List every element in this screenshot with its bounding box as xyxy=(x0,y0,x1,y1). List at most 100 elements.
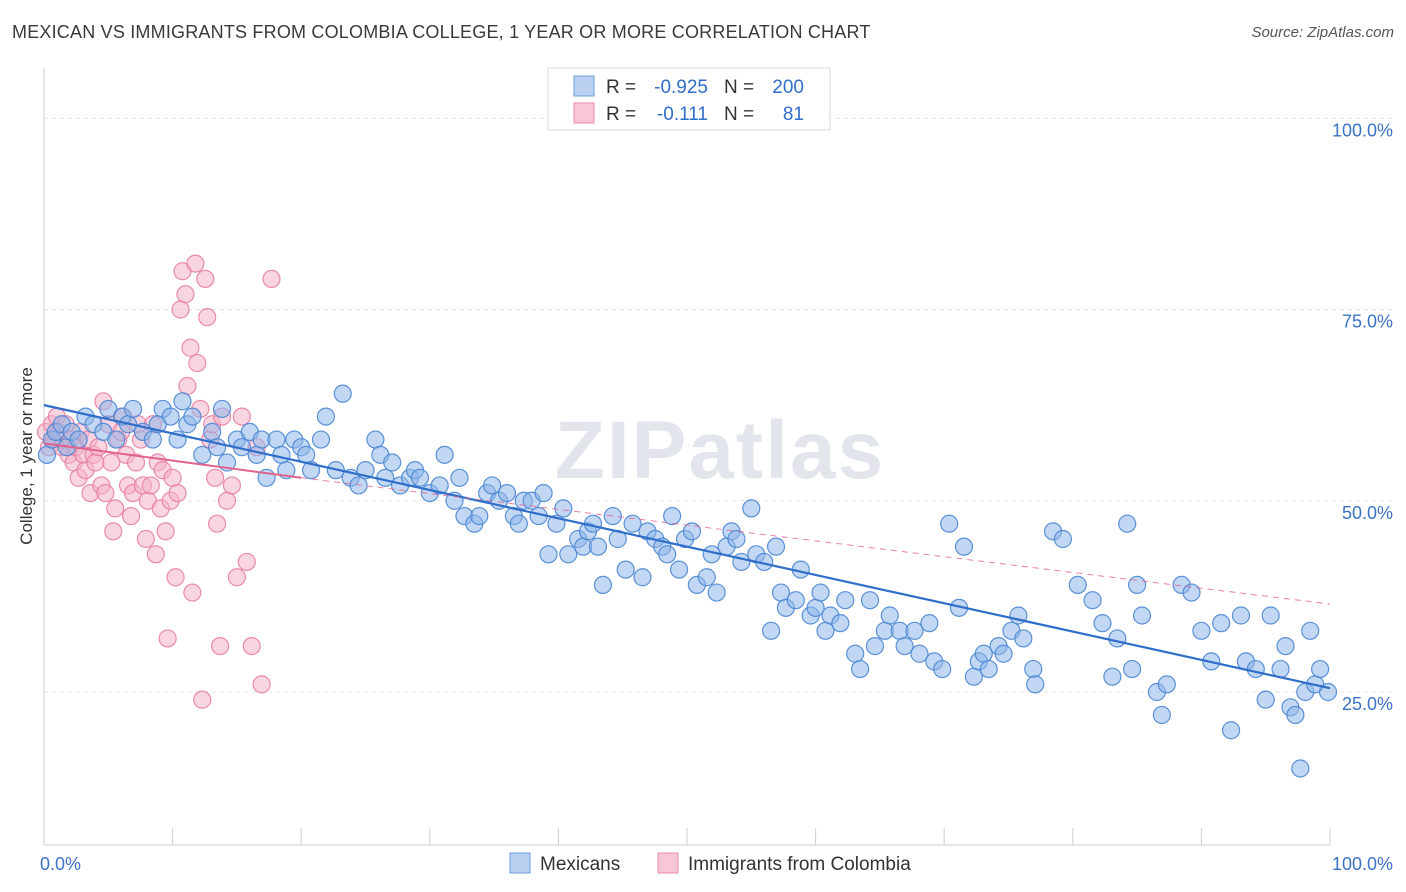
mexicans-point-52 xyxy=(383,453,402,472)
mexicans-point-147 xyxy=(1024,659,1043,679)
mexicans-point-19 xyxy=(161,407,180,426)
mexicans-point-24 xyxy=(193,445,212,464)
mexicans-point-94 xyxy=(663,506,682,526)
colombia-point-56 xyxy=(176,285,195,304)
colombia-point-44 xyxy=(146,545,165,564)
mexicans-point-172 xyxy=(1256,690,1275,709)
mexicans-point-180 xyxy=(1301,621,1320,640)
mexicans-point-110 xyxy=(766,537,786,556)
colombia-point-36 xyxy=(126,453,146,472)
mexicans-point-47 xyxy=(349,476,368,495)
mexicans-point-134 xyxy=(933,659,952,679)
colombia-point-74 xyxy=(227,568,246,587)
colombia-point-20 xyxy=(86,453,105,472)
mexicans-point-49 xyxy=(366,430,385,449)
colombia-point-48 xyxy=(156,522,175,541)
colombia-point-26 xyxy=(102,453,121,472)
colombia-point-49 xyxy=(158,629,177,648)
colombia-point-65 xyxy=(198,308,217,327)
chart-title: MEXICAN VS IMMIGRANTS FROM COLOMBIA COLL… xyxy=(12,22,871,42)
colombia-point-76 xyxy=(237,552,256,572)
y-tick-label-0: 25.0% xyxy=(1342,694,1393,714)
mexicans-point-121 xyxy=(836,591,855,610)
legend-n-value-1: 200 xyxy=(772,77,804,98)
mexicans-point-117 xyxy=(811,583,830,602)
mexicans-point-154 xyxy=(1103,667,1122,686)
colombia-point-77 xyxy=(242,636,261,656)
colombia-point-64 xyxy=(196,269,215,288)
mexicans-point-178 xyxy=(1291,759,1310,778)
mexicans-point-61 xyxy=(450,468,469,487)
mexicans-point-42 xyxy=(311,430,331,449)
mexicans-point-0 xyxy=(37,445,57,464)
x-tick-label-max: 100.0% xyxy=(1332,854,1393,874)
colombia-point-57 xyxy=(178,376,197,396)
mexicans-point-148 xyxy=(1026,675,1045,694)
mexicans-point-68 xyxy=(497,484,517,503)
y-tick-label-2: 75.0% xyxy=(1342,312,1393,332)
watermark: ZIPatlas xyxy=(555,405,885,496)
mexicans-point-101 xyxy=(707,583,726,602)
mexicans-point-25 xyxy=(203,422,222,441)
mexicans-point-131 xyxy=(910,644,929,663)
mexicans-point-135 xyxy=(940,514,959,533)
colombia-point-79 xyxy=(252,675,271,694)
y-axis-label: College, 1 year or more xyxy=(17,367,36,545)
mexicans-point-104 xyxy=(727,529,746,549)
mexicans-point-10 xyxy=(99,399,118,419)
mexicans-point-77 xyxy=(554,499,573,518)
colombia-point-60 xyxy=(186,254,205,273)
mexicans-point-146 xyxy=(1014,629,1033,648)
colombia-point-53 xyxy=(168,484,187,503)
colombia-point-69 xyxy=(208,514,227,533)
colombia-point-58 xyxy=(181,338,200,357)
mexicans-point-74 xyxy=(534,484,553,503)
mexicans-point-168 xyxy=(1221,721,1241,740)
mexicans-point-164 xyxy=(1182,583,1201,602)
colombia-point-21 xyxy=(89,438,108,457)
colombia-point-70 xyxy=(210,636,230,656)
mexicans-trend-line xyxy=(43,404,1331,690)
colombia-points xyxy=(36,254,281,709)
mexicans-point-59 xyxy=(435,445,454,464)
mexicans-point-122 xyxy=(846,644,865,663)
bottom-legend-swatch-colombia xyxy=(657,852,679,874)
mexicans-point-165 xyxy=(1192,621,1211,640)
trend-lines xyxy=(43,404,1331,690)
mexicans-point-75 xyxy=(539,545,558,564)
mexicans-point-11 xyxy=(107,430,126,449)
mexicans-point-70 xyxy=(509,514,528,533)
mexicans-point-36 xyxy=(272,445,291,464)
mexicans-point-66 xyxy=(483,476,502,495)
legend-swatch-colombia xyxy=(573,102,595,124)
mexicans-point-143 xyxy=(994,644,1013,663)
chart-source: Source: ZipAtlas.com xyxy=(1251,24,1394,41)
mexicans-point-137 xyxy=(954,537,974,556)
mexicans-point-171 xyxy=(1246,659,1265,679)
colombia-point-27 xyxy=(104,522,123,541)
mexicans-point-113 xyxy=(786,591,805,610)
y-tick-labels: 25.0% 50.0% 75.0% 100.0% xyxy=(1332,120,1393,714)
mexicans-point-6 xyxy=(69,430,88,449)
mexicans-point-27 xyxy=(212,399,232,419)
colombia-point-63 xyxy=(193,690,212,709)
mexicans-point-151 xyxy=(1068,575,1087,595)
mexicans-point-127 xyxy=(880,606,899,625)
legend-swatch-mexicans xyxy=(573,75,595,97)
legend-r-label-2: R = xyxy=(606,104,636,125)
mexicans-point-158 xyxy=(1127,575,1147,595)
mexicans-point-129 xyxy=(895,636,914,656)
mexicans-point-95 xyxy=(669,560,689,579)
mexicans-point-109 xyxy=(761,621,781,640)
mexicans-point-152 xyxy=(1083,591,1102,610)
colombia-trend-line xyxy=(43,442,302,479)
colombia-point-42 xyxy=(141,476,160,495)
mexicans-point-45 xyxy=(333,384,352,403)
mexicans-point-56 xyxy=(410,468,430,487)
y-tick-label-1: 50.0% xyxy=(1342,503,1393,523)
x-tick-label-min: 0.0% xyxy=(40,854,81,874)
mexicans-point-132 xyxy=(920,614,939,633)
legend-r-label-1: R = xyxy=(606,77,636,98)
colombia-point-51 xyxy=(163,468,182,487)
legend-n-label-1: N = xyxy=(724,77,754,98)
